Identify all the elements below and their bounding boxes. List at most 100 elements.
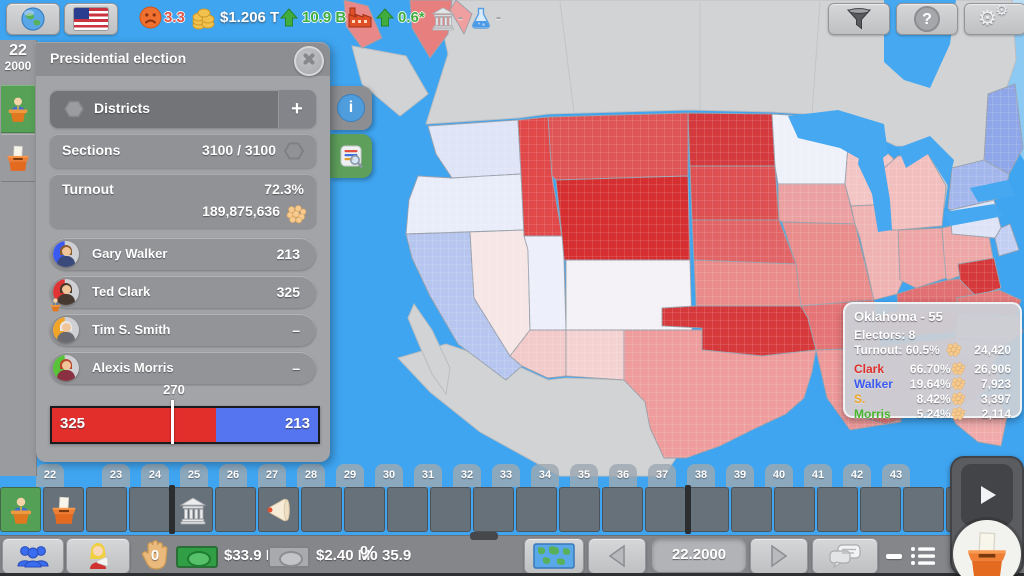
timeline-tab-26[interactable]: 26 <box>219 464 247 487</box>
result-candidate: Clark <box>854 361 885 376</box>
timeline-tab-35[interactable]: 35 <box>570 464 598 487</box>
timeline-tab-42[interactable]: 42 <box>843 464 871 487</box>
timeline-slot[interactable] <box>301 487 342 532</box>
filter-button[interactable] <box>828 3 890 35</box>
messages-button[interactable] <box>812 538 878 574</box>
turn-control-panel <box>950 456 1024 576</box>
campaign-character-button[interactable] <box>66 538 130 574</box>
timeline-tab-41[interactable]: 41 <box>804 464 832 487</box>
timeline-tab-39[interactable]: 39 <box>726 464 754 487</box>
timeline-slot[interactable] <box>129 487 170 532</box>
timeline-slot[interactable] <box>516 487 557 532</box>
timeline-slot[interactable] <box>215 487 256 532</box>
timeline-tab-37[interactable]: 37 <box>648 464 676 487</box>
country-flag-button[interactable] <box>64 3 118 35</box>
bar-handle[interactable] <box>470 532 498 540</box>
timeline-tab-23[interactable]: 23 <box>102 464 130 487</box>
sections-label: Sections <box>62 142 121 158</box>
timeline-tab-28[interactable]: 28 <box>297 464 325 487</box>
candidate-electors: 213 <box>276 246 300 262</box>
candidate-row[interactable]: Tim S. Smith – <box>50 314 316 346</box>
candidate-row[interactable]: Alexis Morris – <box>50 352 316 384</box>
province-borders <box>559 1 821 115</box>
timeline-slot[interactable] <box>731 487 772 532</box>
add-district-button[interactable]: + <box>278 90 316 128</box>
timeline-slot[interactable] <box>430 487 471 532</box>
timeline-tab-30[interactable]: 30 <box>375 464 403 487</box>
timeline-tab-43[interactable]: 43 <box>882 464 910 487</box>
result-votes: 3,397 <box>980 391 1012 406</box>
end-turn-ballot-button[interactable] <box>953 520 1021 576</box>
timeline-slot[interactable] <box>344 487 385 532</box>
timeline-tab-24[interactable]: 24 <box>141 464 169 487</box>
timeline-tab-40[interactable]: 40 <box>765 464 793 487</box>
timeline-tab-25[interactable]: 25 <box>180 464 208 487</box>
funnel-icon <box>846 8 872 30</box>
timeline-tab-27[interactable]: 27 <box>258 464 286 487</box>
settings-button[interactable]: ⚙ ⚙ <box>964 3 1024 35</box>
candidate-name: Tim S. Smith <box>92 322 171 337</box>
state-AK-3[interactable] <box>449 0 473 36</box>
election-mode-button[interactable] <box>1 85 35 133</box>
timeline-slot[interactable] <box>645 487 686 532</box>
timeline-tab-33[interactable]: 33 <box>492 464 520 487</box>
ballot-mode-button[interactable] <box>1 134 35 182</box>
districts-label: Districts <box>94 100 151 116</box>
factory-icon <box>348 7 372 28</box>
help-button[interactable]: ? <box>896 3 958 35</box>
sections-row: Sections 3100 / 3100 <box>50 134 316 168</box>
collapse-button[interactable] <box>886 554 902 559</box>
timeline-slot[interactable] <box>86 487 127 532</box>
production-up-arrow-icon <box>376 8 394 27</box>
candidate-row[interactable]: Ted Clark 325 <box>50 276 316 312</box>
timeline-tab-38[interactable]: 38 <box>687 464 715 487</box>
timeline-slot[interactable] <box>602 487 643 532</box>
candidate-electors: – <box>292 322 300 338</box>
party-members-button[interactable] <box>2 538 64 574</box>
result-percent: 19.64% <box>909 376 951 391</box>
result-bar-right: 213 <box>215 408 318 442</box>
sections-value: 3100 / 3100 <box>202 142 276 158</box>
info-tab[interactable]: i <box>330 86 372 130</box>
candidate-row[interactable]: Gary Walker 213 <box>50 238 316 270</box>
result-votes: 26,906 <box>974 361 1012 376</box>
timeline-tab-22[interactable]: 22 <box>36 464 64 487</box>
timeline-slot[interactable] <box>817 487 858 532</box>
timeline-event-ballot[interactable] <box>43 487 84 532</box>
list-view-button[interactable] <box>910 545 936 567</box>
timeline-slot[interactable] <box>860 487 901 532</box>
timeline-event-podium[interactable] <box>0 487 41 532</box>
timeline-tab-36[interactable]: 36 <box>609 464 637 487</box>
incumbent-podium-icon <box>50 298 61 312</box>
timeline-event-megaphone[interactable] <box>258 487 299 532</box>
play-button[interactable] <box>961 464 1013 526</box>
results-inspect-tab[interactable] <box>330 134 372 178</box>
globe-view-button[interactable] <box>6 3 60 35</box>
previous-turn-button[interactable] <box>588 538 646 574</box>
timeline-slot[interactable] <box>559 487 600 532</box>
close-button[interactable] <box>294 46 324 76</box>
result-percent: 5.24% <box>916 406 951 421</box>
timeline-event-bank[interactable] <box>172 487 213 532</box>
world-map-icon <box>533 543 575 569</box>
result-percent: 8.42% <box>916 391 951 406</box>
crowd-icon <box>946 342 961 357</box>
electoral-threshold: 270 <box>163 382 185 397</box>
next-turn-button[interactable] <box>750 538 808 574</box>
candidate-avatar <box>53 355 79 381</box>
timeline-tab-31[interactable]: 31 <box>414 464 442 487</box>
world-map-button[interactable] <box>524 538 584 574</box>
timeline-slot[interactable] <box>903 487 944 532</box>
timeline-slot[interactable] <box>688 487 729 532</box>
districts-row[interactable]: Districts + <box>50 90 316 128</box>
timeline-slot[interactable] <box>473 487 514 532</box>
timeline-tab-32[interactable]: 32 <box>453 464 481 487</box>
ballot-box-icon <box>6 145 30 172</box>
timeline-slot[interactable] <box>387 487 428 532</box>
timeline-tab-29[interactable]: 29 <box>336 464 364 487</box>
bank-icon <box>180 497 205 524</box>
timeline-slot[interactable] <box>774 487 815 532</box>
baja-peninsula <box>407 302 451 396</box>
timeline-tab-34[interactable]: 34 <box>531 464 559 487</box>
